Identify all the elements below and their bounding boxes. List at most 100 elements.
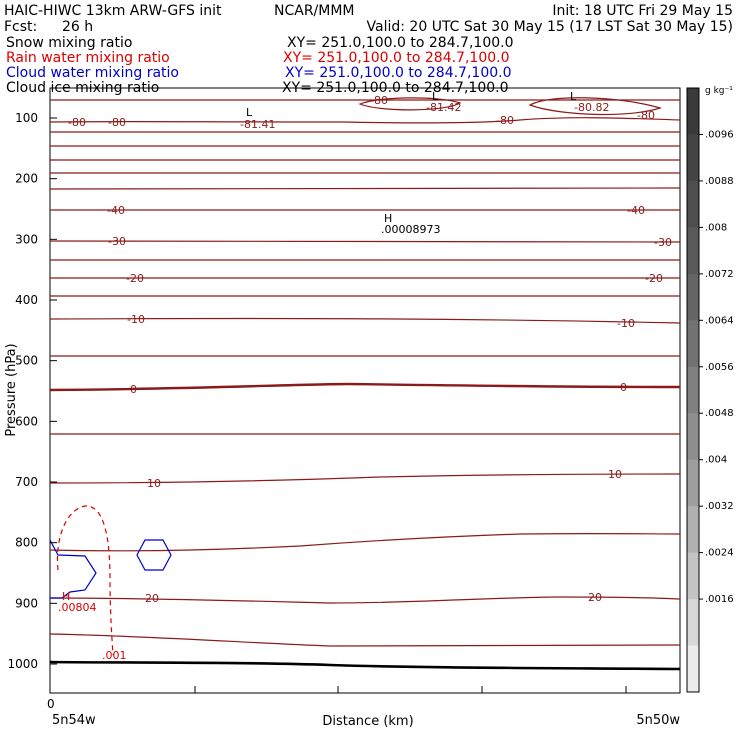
- contour-line: [49, 317, 681, 324]
- x-axis-label: Distance (km): [322, 714, 413, 729]
- y-tick-label: 300: [15, 232, 38, 246]
- contour-label-zero-a: 0: [130, 383, 137, 396]
- contour-line: [49, 117, 681, 124]
- surface-line: [49, 660, 681, 671]
- high-value-1: .00008973: [381, 223, 441, 236]
- y-tick-label: 700: [15, 475, 38, 489]
- high-marker-1: H: [384, 212, 392, 225]
- y-tick-label: 100: [15, 111, 38, 125]
- legend-snow-xy: XY= 251.0,100.0 to 284.7,100.0: [287, 35, 514, 51]
- legend-cloudwater-name: Cloud water mixing ratio: [6, 65, 179, 81]
- contour-line: [49, 294, 681, 297]
- header-fcst-label: Fcst:: [4, 19, 37, 35]
- plot-area: -80 -80 -80 -80 -80 -40 -40 -30 -30 -20 …: [4, 87, 681, 729]
- header-init: Init: 18 UTC Fri 29 May 15: [552, 3, 733, 19]
- colorbar-swatch: [687, 88, 699, 135]
- contour-line: [49, 239, 681, 243]
- low-marker-3: L: [570, 90, 577, 103]
- colorbar: .0096 .0088 .008 .0072 .0064 .0056 .0048 .004 .0…: [686, 87, 734, 693]
- colorbar-swatch: [687, 320, 699, 368]
- contour-label-10-b: 10: [608, 468, 622, 481]
- contour-label-minus80-b: -80: [108, 116, 126, 129]
- x-end-label-right: 5n50w: [636, 713, 680, 728]
- extrema-labels: L -81.41 L -81.42 L -80.82 H .00008973 H…: [58, 90, 609, 662]
- contour-label-minus30-a: -30: [108, 235, 126, 248]
- colorbar-label: .004: [705, 455, 727, 466]
- plot-frame: [49, 87, 681, 694]
- contour-line-zero: [49, 382, 681, 392]
- colorbar-swatch: [687, 506, 699, 554]
- rain-high-marker: H: [62, 590, 70, 603]
- contour-label-10-a: 10: [147, 477, 161, 490]
- contour-line: [49, 187, 681, 190]
- colorbar-label: .0072: [705, 269, 734, 280]
- x-tick-label-zero: 0: [47, 697, 55, 711]
- y-tick-label: 400: [15, 293, 38, 307]
- colorbar-swatch: [687, 552, 699, 600]
- low-value-1: -81.41: [240, 118, 275, 131]
- colorbar-swatch: [687, 459, 699, 507]
- colorbar-label: .0024: [705, 548, 734, 559]
- header-center: NCAR/MMM: [274, 3, 355, 19]
- colorbar-label: .0048: [705, 408, 734, 419]
- contour-line: [49, 596, 681, 604]
- header-title: HAIC-HIWC 13km ARW-GFS init: [4, 3, 222, 19]
- rain-contour-label: .001: [102, 649, 127, 662]
- colorbar-label: .008: [705, 222, 727, 233]
- contour-label-minus10-a: -10: [127, 313, 145, 326]
- low-value-3: -80.82: [574, 101, 609, 114]
- colorbar-swatch: [687, 134, 699, 182]
- x-end-label-left: 5n54w: [52, 713, 96, 728]
- colorbar-label: .0096: [705, 129, 734, 140]
- contour-label-minus80-d: -80: [496, 114, 514, 127]
- colorbar-swatch: [687, 273, 699, 321]
- contour-label-minus80-e: -80: [637, 109, 655, 122]
- legend-rain-name: Rain water mixing ratio: [6, 50, 170, 66]
- contour-line: [49, 473, 681, 484]
- contour-line: [49, 532, 681, 552]
- contour-label-minus80-a: -80: [68, 116, 86, 129]
- y-tick-label: 1000: [7, 657, 38, 671]
- legend: Snow mixing ratio XY= 251.0,100.0 to 284…: [6, 35, 514, 96]
- colorbar-label: .0064: [705, 315, 734, 326]
- colorbar-unit: g kg⁻¹: [705, 86, 733, 96]
- legend-snow-name: Snow mixing ratio: [6, 35, 132, 51]
- contour-line: [49, 258, 681, 261]
- header-fcst-value: 26 h: [62, 19, 93, 35]
- y-tick-label: 500: [15, 354, 38, 368]
- low-marker-2: L: [432, 90, 439, 103]
- header: HAIC-HIWC 13km ARW-GFS init NCAR/MMM Ini…: [4, 3, 733, 35]
- rain-water-contour: [56, 505, 114, 656]
- contour-closed-low: [528, 97, 662, 116]
- contour-line: [49, 276, 681, 279]
- contour-label-minus80-c: -80: [370, 94, 388, 107]
- colorbar-label: .0016: [705, 594, 734, 605]
- contour-label-minus10-b: -10: [617, 317, 635, 330]
- colorbar-swatch: [687, 180, 699, 228]
- colorbar-swatch: [687, 366, 699, 414]
- cloud-water-contours: [49, 539, 172, 599]
- colorbar-swatch: [687, 413, 699, 461]
- y-axis: 100 200 300 400 500 600 700 800 900 1000: [7, 111, 57, 671]
- colorbar-label: .0056: [705, 362, 734, 373]
- y-tick-label: 800: [15, 536, 38, 550]
- colorbar-label: .0088: [705, 176, 734, 187]
- rain-high-value: .00804: [58, 601, 97, 614]
- header-valid: Valid: 20 UTC Sat 30 May 15 (17 LST Sat …: [367, 19, 733, 35]
- contour-line: [49, 354, 681, 357]
- contour-label-20-b: 20: [588, 591, 602, 604]
- contour-label-minus20-b: -20: [645, 272, 663, 285]
- cloud-water-contour: [136, 539, 172, 571]
- contour-label-zero-b: 0: [620, 381, 627, 394]
- contour-label-20-a: 20: [145, 592, 159, 605]
- colorbar-swatch: [687, 645, 699, 693]
- legend-cloudwater-xy: XY= 251.0,100.0 to 284.7,100.0: [285, 65, 512, 81]
- contour-label-minus40-b: -40: [627, 204, 645, 217]
- contour-line: [49, 633, 681, 647]
- y-axis-label: Pressure (hPa): [4, 343, 19, 436]
- low-value-2: -81.42: [426, 101, 461, 114]
- cloud-water-contour: [49, 539, 97, 599]
- y-tick-label: 200: [15, 172, 38, 186]
- colorbar-frame: [686, 87, 700, 693]
